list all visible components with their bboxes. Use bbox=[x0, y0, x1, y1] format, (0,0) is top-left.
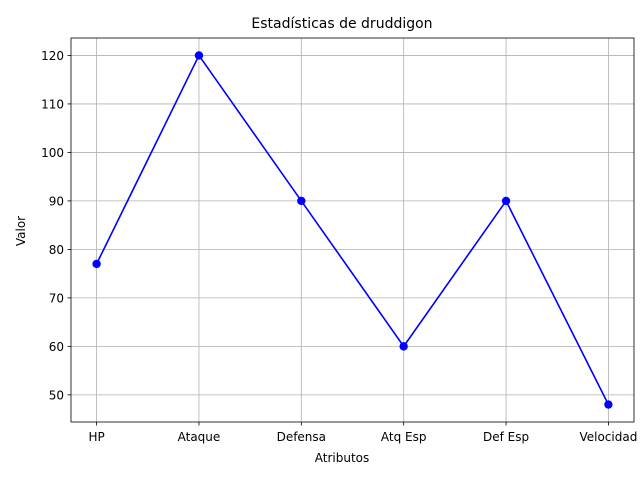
data-point bbox=[194, 51, 204, 60]
plot-frame bbox=[70, 37, 635, 423]
y-tick-label: 100 bbox=[41, 146, 64, 160]
grid bbox=[71, 38, 634, 422]
y-tick-label: 90 bbox=[49, 194, 64, 208]
y-tick-label: 120 bbox=[41, 49, 64, 63]
x-tick-label: Velocidad bbox=[579, 430, 637, 444]
data-point bbox=[501, 196, 511, 206]
data-point bbox=[92, 259, 101, 269]
y-tick-label: 60 bbox=[49, 340, 64, 354]
y-tick-label: 50 bbox=[49, 388, 64, 402]
chart-title: Estadísticas de druddigon bbox=[251, 16, 432, 32]
x-tick-label: Defensa bbox=[277, 430, 326, 444]
x-tick-label: Def Esp bbox=[483, 430, 529, 444]
x-tick-label: HP bbox=[88, 430, 104, 444]
x-axis-ticks: HP Ataque Defensa Atq Esp Def Esp Velocidad bbox=[88, 422, 637, 444]
y-axis-label: Valor bbox=[14, 216, 28, 246]
y-tick-label: 80 bbox=[49, 243, 64, 257]
series-layer bbox=[92, 51, 613, 409]
x-axis-label: Atributos bbox=[315, 451, 370, 465]
y-tick-label: 110 bbox=[41, 97, 64, 111]
x-tick-label: Ataque bbox=[178, 430, 221, 444]
data-point bbox=[604, 400, 613, 409]
data-point bbox=[297, 196, 306, 206]
y-tick-label: 70 bbox=[49, 291, 64, 305]
x-tick-label: Atq Esp bbox=[381, 430, 427, 444]
data-point bbox=[399, 342, 408, 351]
axes-frame bbox=[70, 37, 635, 423]
series-line bbox=[95, 54, 610, 405]
y-axis-ticks: 50 60 70 80 90 100 110 120 bbox=[41, 49, 71, 402]
